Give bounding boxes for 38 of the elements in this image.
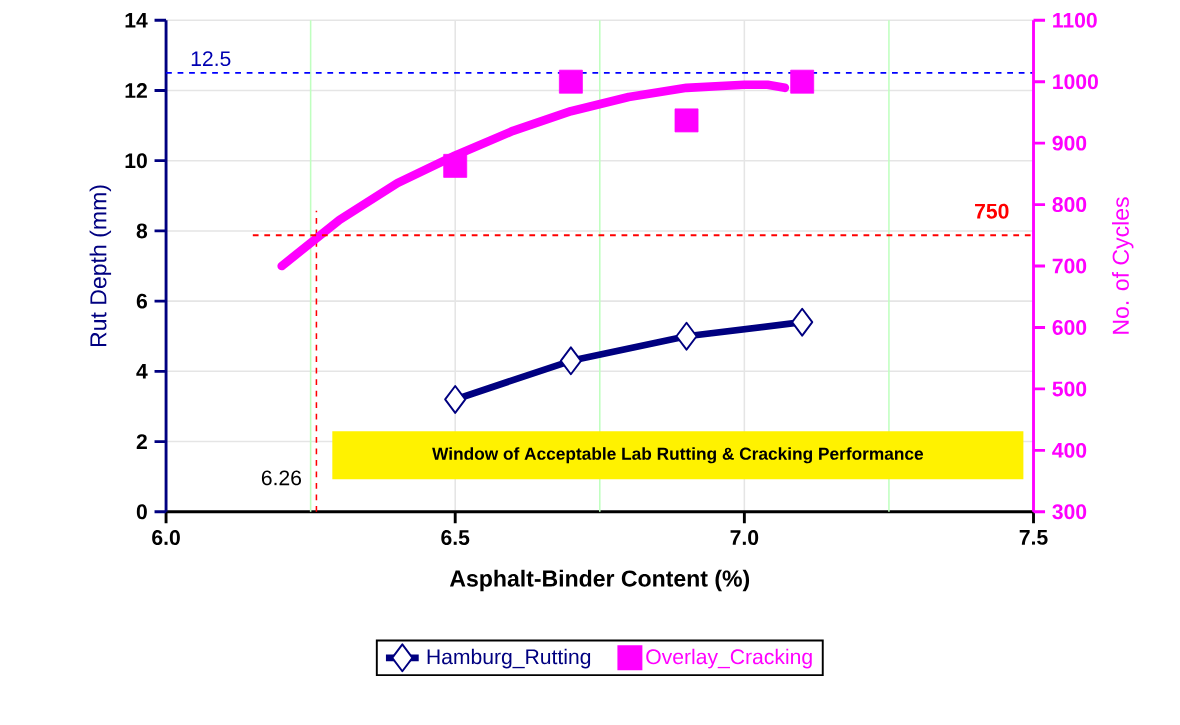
- point: [444, 385, 467, 414]
- y-tick-label: 12: [125, 83, 147, 98]
- ref-line-label: 6.26: [261, 470, 302, 486]
- x-tick-label: 6.5: [441, 530, 470, 546]
- x-tick-label: 6.0: [152, 530, 180, 546]
- point: [790, 69, 815, 94]
- ref-line-label: 750: [975, 203, 1009, 219]
- y-tick-label: 10: [125, 153, 147, 169]
- y2-tick-label: 600: [1052, 320, 1087, 336]
- y2-tick-label: 700: [1052, 258, 1087, 274]
- point: [674, 108, 699, 133]
- annotation: Window of Acceptable Lab Rutting & Cracking Performance: [432, 447, 924, 464]
- y-axis-title: Rut Depth (mm): [89, 185, 112, 347]
- y2-axis-title: No. of Cycles: [1112, 197, 1134, 334]
- point: [443, 154, 468, 178]
- y-tick-label: 0: [136, 504, 147, 520]
- x-axis-title: Asphalt-Binder Content (%): [449, 569, 750, 592]
- y2-tick-label: 300: [1052, 504, 1087, 520]
- y-tick-label: 4: [136, 364, 148, 379]
- x-tick-label: 7.0: [730, 530, 759, 546]
- y-tick-label: 6: [136, 293, 147, 309]
- y2-tick-label: 400: [1052, 442, 1087, 458]
- y2-tick-label: 800: [1052, 197, 1087, 213]
- x-tick-label: 7.5: [1019, 530, 1048, 545]
- point: [558, 69, 583, 94]
- y2-tick-label: 1000: [1053, 74, 1098, 90]
- y2-tick-label: 500: [1052, 381, 1087, 397]
- y-tick-label: 8: [136, 223, 148, 239]
- legend-label: Hamburg_Rutting: [427, 648, 591, 669]
- legend-label: Overlay_Cracking: [646, 648, 812, 669]
- y-tick-label: 14: [125, 13, 148, 28]
- y2-tick-label: 900: [1052, 135, 1087, 151]
- point: [559, 346, 582, 376]
- ref-line-label: 12.5: [191, 51, 231, 67]
- y2-tick-label: 1100: [1053, 12, 1097, 28]
- y-tick-label: 2: [136, 434, 147, 450]
- point: [675, 321, 698, 351]
- point: [791, 307, 814, 337]
